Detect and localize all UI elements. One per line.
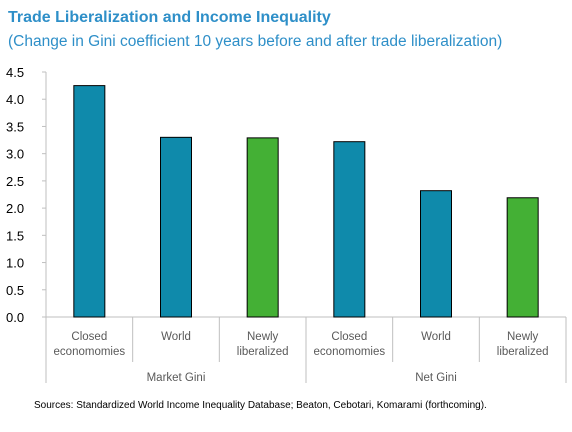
source-note: Sources: Standardized World Income Inequ… [34,400,487,411]
y-tick-label: 1.0 [6,256,24,271]
category-label: Newly liberalized [237,331,289,358]
y-tick-label: 2.5 [6,174,24,189]
group-label: Net Gini [415,372,457,384]
bar-2 [160,136,192,318]
bar-chart: 0.0 0.5 1.0 1.5 2.0 2.5 3.0 3.5 4.0 4.5 Closed econ… [6,65,567,384]
bar-5 [420,190,452,318]
chart-title: Trade Liberalization and Income Inequali… [8,9,331,26]
category-label: Newly liberalized [497,331,549,358]
bar-1 [73,85,106,318]
category-label: Closed economomies [314,331,386,358]
y-tick-label: 4.5 [6,65,24,80]
group-label: Market Gini [147,372,206,384]
y-tick-label: 0.5 [6,283,24,298]
bar-6 [506,197,539,318]
y-tick-label: 3.5 [6,119,24,134]
y-tick-label: 0.0 [6,310,24,325]
y-tick-label: 1.5 [6,228,24,243]
category-label: Closed economomies [54,331,126,358]
bar-3 [246,137,279,318]
y-tick-label: 3.0 [6,147,24,162]
y-tick-label: 4.0 [6,92,24,107]
y-tick-label: 2.0 [6,201,24,216]
chart-subtitle: (Change in Gini coefficient 10 years bef… [8,33,503,50]
category-label: World [421,331,451,343]
bar-4 [333,141,366,318]
category-label: World [161,331,191,343]
